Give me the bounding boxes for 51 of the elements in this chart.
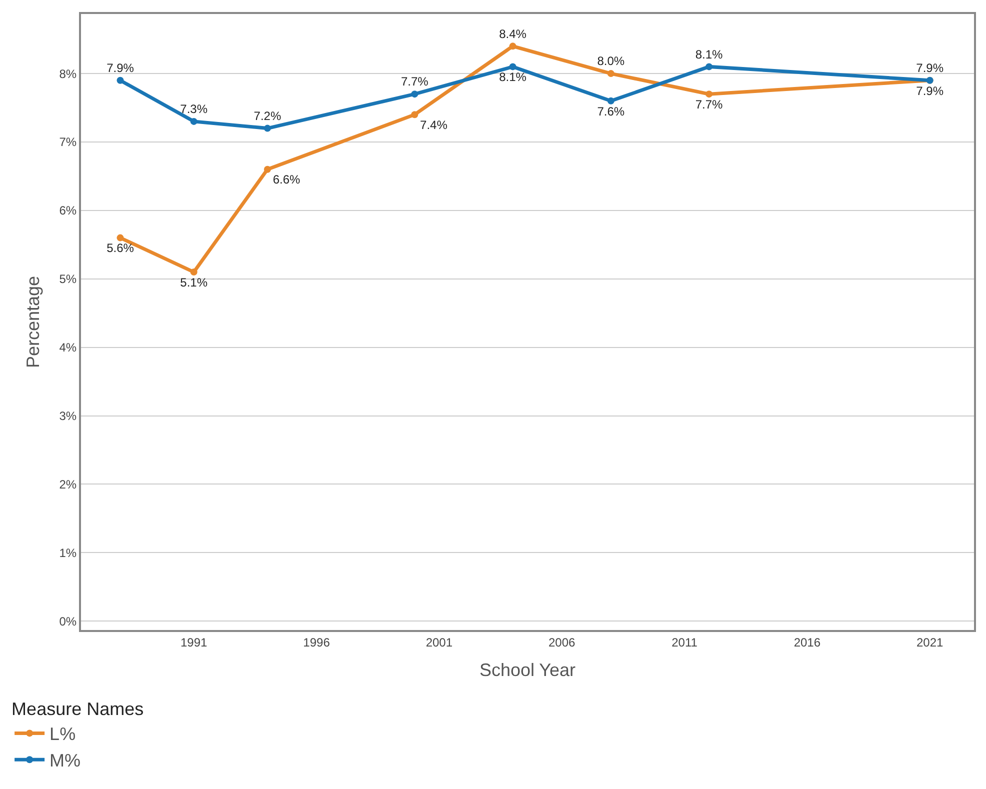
data-label: 7.7% [695, 97, 724, 112]
data-label: 8.0% [597, 54, 625, 68]
point [190, 268, 198, 276]
data-label: 5.6% [106, 241, 134, 256]
x-tick-label: 2011 [672, 635, 698, 650]
data-label: 8.4% [499, 26, 527, 41]
x-axis-title: School Year [479, 660, 576, 680]
x-tick-label: 2006 [548, 635, 576, 650]
legend-label: L% [50, 724, 76, 744]
y-tick-label: 6% [59, 204, 77, 218]
point [706, 90, 713, 98]
data-label: 7.9% [916, 61, 944, 76]
data-label: 8.1% [499, 70, 527, 84]
y-tick-label: 3% [59, 408, 77, 423]
y-tick-label: 0% [59, 614, 77, 628]
x-tick-label: 1996 [303, 635, 330, 650]
y-tick-label: 5% [59, 272, 77, 286]
data-label: 7.6% [597, 104, 625, 118]
x-tick-label: 2001 [426, 635, 453, 650]
point [116, 76, 124, 84]
point [264, 124, 271, 132]
y-tick-label: 8% [59, 66, 77, 81]
data-label: 7.4% [420, 118, 448, 132]
x-tick-label: 2021 [916, 635, 944, 650]
data-label: 5.1% [180, 275, 208, 290]
data-label: 7.3% [180, 102, 208, 116]
data-label: 7.7% [400, 74, 429, 89]
data-label: 7.9% [106, 61, 134, 76]
point [411, 111, 418, 118]
data-label: 6.6% [272, 172, 301, 187]
y-tick-label: 2% [59, 477, 77, 492]
point [264, 166, 271, 173]
data-label: 7.9% [916, 84, 944, 98]
data-label: 8.1% [695, 47, 724, 62]
legend-title: Measure Names [12, 699, 144, 719]
point [706, 63, 713, 70]
point [607, 97, 614, 104]
data-label: 7.2% [254, 108, 282, 123]
point [116, 234, 124, 242]
point [509, 63, 516, 70]
legend-label: M% [50, 750, 81, 771]
y-tick-label: 7% [59, 135, 77, 150]
point [411, 90, 418, 98]
y-tick-label: 4% [59, 340, 77, 355]
y-tick-label: 1% [59, 546, 77, 560]
point [190, 118, 198, 125]
x-tick-label: 1991 [180, 635, 208, 650]
point [509, 42, 516, 50]
x-tick-label: 2016 [794, 635, 821, 650]
point [607, 70, 614, 78]
y-axis-title: Percentage [22, 276, 43, 368]
